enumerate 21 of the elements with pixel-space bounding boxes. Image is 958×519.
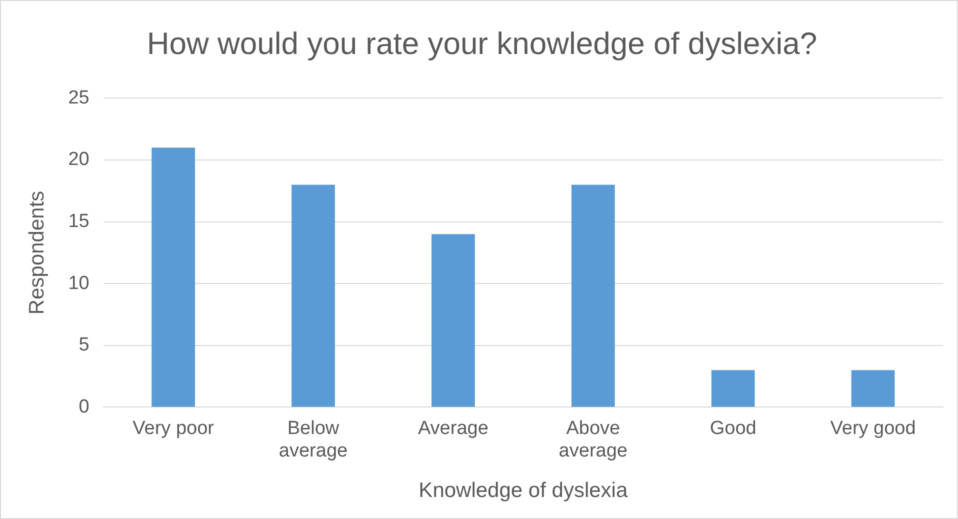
bar [432,234,475,407]
x-axis-title: Knowledge of dyslexia [418,479,628,502]
chart-title: How would you rate your knowledge of dyslexia? [146,26,818,62]
bar [851,370,895,407]
bar [292,184,335,407]
bar [571,184,615,407]
y-tick-label: 5 [78,334,90,356]
x-tick-label: Very good [830,418,916,439]
x-tick-label: Below average [278,418,348,462]
y-tick-label: 10 [68,272,90,294]
bar [152,148,195,407]
bar [711,370,755,407]
x-tick-label: Above average [558,418,628,462]
x-tick-label: Average [418,418,488,439]
y-tick-label: 25 [68,87,90,108]
y-axis-title: Respondents [25,190,48,315]
x-tick-label: Good [710,418,756,439]
y-tick-label: 15 [68,211,90,232]
x-tick-label: Very poor [132,418,215,439]
y-tick-label: 20 [68,149,90,170]
y-tick-label: 0 [78,396,90,418]
